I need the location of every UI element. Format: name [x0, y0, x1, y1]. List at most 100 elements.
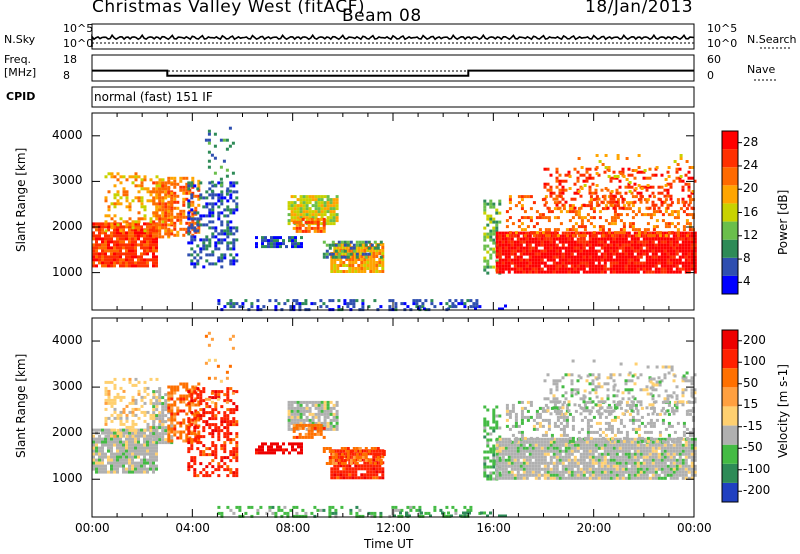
- power-cell: [648, 258, 652, 262]
- power-cell: [326, 216, 330, 220]
- vel-cell: [358, 450, 362, 453]
- power-cell: [600, 258, 604, 262]
- vel-cell: [582, 449, 586, 453]
- power-cell: [235, 181, 239, 185]
- power-cell: [355, 255, 359, 259]
- power-cell: [501, 307, 504, 311]
- power-cell: [556, 228, 560, 232]
- vel-cell: [199, 408, 203, 412]
- power-cell: [504, 264, 508, 268]
- power-cell: [205, 253, 209, 257]
- power-cell: [549, 255, 553, 259]
- power-cell: [549, 249, 553, 253]
- power-cell: [170, 191, 174, 195]
- vel-cell: [226, 429, 230, 433]
- vel-cell: [342, 473, 346, 477]
- power-cell: [107, 261, 110, 265]
- power-cell: [673, 210, 677, 214]
- vel-cell: [316, 429, 320, 433]
- vel-cell: [463, 505, 467, 509]
- power-cell: [193, 217, 197, 221]
- vel-cell: [513, 449, 517, 453]
- vel-cell: [137, 392, 141, 396]
- vel-cell: [501, 455, 505, 459]
- power-cell: [270, 242, 273, 246]
- power-cell: [522, 264, 526, 268]
- power-cell: [630, 252, 634, 256]
- power-cell: [424, 299, 428, 303]
- power-cell: [688, 198, 692, 202]
- vel-cell: [489, 471, 493, 475]
- power-cell: [299, 213, 303, 217]
- vel-cell: [531, 437, 535, 441]
- power-cell: [609, 264, 613, 268]
- power-cell: [320, 198, 324, 202]
- power-cell: [176, 194, 180, 198]
- power-cell: [612, 176, 616, 180]
- power-cell: [601, 207, 605, 211]
- power-cell: [345, 264, 349, 267]
- vel-cell: [298, 514, 302, 518]
- vel-cell: [131, 410, 135, 414]
- power-cell: [636, 270, 640, 274]
- vel-cell: [320, 400, 324, 404]
- power-cell: [363, 264, 367, 267]
- vel-cell: [116, 461, 119, 465]
- power-cell: [152, 255, 155, 259]
- power-cell: [314, 219, 318, 223]
- power-cell: [576, 240, 580, 244]
- power-cell: [672, 270, 676, 274]
- vel-cell: [504, 476, 508, 480]
- vel-cell: [591, 437, 595, 441]
- power-cell: [131, 240, 134, 244]
- vel-cell: [214, 402, 218, 406]
- power-cell: [143, 231, 146, 235]
- power-cell: [152, 243, 155, 247]
- power-cell: [585, 255, 589, 259]
- vel-cell: [164, 426, 168, 430]
- power-cell: [547, 210, 551, 214]
- vel-cell: [305, 406, 309, 410]
- power-cell: [332, 222, 336, 226]
- power-cell: [552, 191, 556, 195]
- power-cell: [619, 195, 623, 199]
- vel-cell: [235, 468, 239, 472]
- vel-cell: [193, 417, 197, 421]
- power-cell: [675, 261, 679, 265]
- power-cell: [193, 265, 197, 269]
- power-cell: [534, 249, 538, 253]
- power-cell: [92, 258, 95, 262]
- power-cell: [360, 258, 364, 261]
- vel-cell: [220, 511, 224, 515]
- power-cell: [134, 261, 137, 265]
- power-cell: [191, 221, 195, 225]
- power-cell: [311, 198, 315, 202]
- vel-cell: [292, 429, 296, 433]
- vel-cell: [155, 408, 159, 412]
- vel-cell: [522, 473, 526, 477]
- vel-cell: [190, 441, 194, 445]
- power-cell: [681, 267, 685, 271]
- power-cell: [549, 185, 553, 189]
- power-cell: [167, 185, 171, 189]
- vel-cell: [164, 441, 168, 445]
- power-cell: [155, 196, 159, 200]
- vel-cell: [501, 449, 505, 453]
- vel-cell: [588, 446, 592, 450]
- power-cell: [131, 258, 134, 262]
- vel-cell: [268, 505, 272, 509]
- power-cell: [369, 255, 373, 258]
- power-cell: [339, 261, 343, 264]
- power-cell: [140, 264, 143, 268]
- power-cell: [155, 223, 159, 227]
- power-cell: [367, 246, 371, 250]
- vel-cell: [510, 446, 514, 450]
- vel-cell: [155, 435, 159, 439]
- power-cell: [369, 264, 373, 267]
- power-cell: [146, 249, 149, 253]
- power-cell: [323, 204, 327, 208]
- vel-cell: [375, 467, 379, 471]
- vel-cell: [510, 440, 514, 444]
- power-cell: [538, 228, 542, 232]
- vel-cell: [119, 443, 122, 447]
